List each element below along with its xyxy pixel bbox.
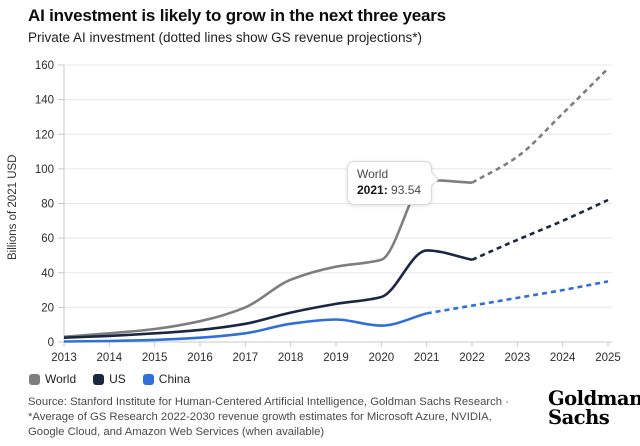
x-tick-label: 2014: [97, 352, 123, 364]
gridlines: [64, 64, 612, 343]
legend-swatch: [142, 373, 154, 385]
tooltip-year-label: 2021:: [357, 182, 388, 197]
legend-label: World: [45, 372, 77, 386]
x-tick-label: 2013: [51, 352, 77, 364]
chart-subtitle: Private AI investment (dotted lines show…: [28, 30, 422, 45]
world-actual-line: [63, 178, 473, 339]
legend-item-china[interactable]: China: [142, 372, 191, 386]
chart-legend: World US China: [29, 372, 190, 386]
y-tick-label: 160: [35, 60, 54, 72]
legend-item-us[interactable]: US: [93, 372, 126, 386]
y-tick-label: 100: [35, 164, 54, 176]
legend-item-world[interactable]: World: [29, 372, 76, 386]
y-axis: 0 20 40 60 80 100 120 140 160: [35, 60, 65, 349]
legend-label: US: [109, 372, 126, 386]
us-projection-line: [471, 198, 609, 261]
x-tick-label: 2021: [414, 352, 440, 364]
y-tick-label: 60: [41, 233, 54, 245]
source-line: Source: Stanford Institute for Human-Cen…: [28, 396, 509, 408]
legend-swatch: [29, 373, 40, 385]
x-axis: 2013 2014 2015 2016 2017 2018 2019 2020 2021 2022…: [51, 342, 621, 364]
logo-line: Goldman: [548, 387, 640, 410]
y-tick-label: 40: [41, 268, 54, 280]
source-line: *Average of GS Research 2022-2030 revenu…: [28, 411, 492, 424]
chart-tooltip: World 2021: 93.54: [347, 161, 439, 206]
x-tick-label: 2019: [323, 352, 349, 364]
y-tick-label: 140: [35, 95, 54, 107]
x-tick-label: 2016: [187, 352, 213, 364]
source-line: Google Cloud, and Amazon Web Services (w…: [28, 426, 325, 439]
x-tick-label: 2025: [595, 352, 621, 364]
y-tick-label: 0: [48, 337, 54, 349]
x-tick-label: 2022: [459, 352, 485, 364]
x-tick-label: 2018: [278, 352, 304, 364]
china-actual-line: [63, 312, 428, 343]
goldman-sachs-logo: Goldman Sachs: [548, 387, 640, 430]
legend-swatch: [93, 373, 105, 385]
tooltip-series-label: World: [357, 167, 389, 181]
page-title: AI investment is likely to grow in the n…: [28, 6, 446, 25]
china-projection-line: [426, 280, 609, 315]
tooltip-value-row: 2021: 93.54: [357, 183, 421, 199]
logo-line: Sachs: [548, 406, 610, 430]
world-projection-line: [471, 67, 609, 184]
x-tick-label: 2024: [550, 352, 576, 364]
y-tick-label: 120: [35, 129, 54, 141]
x-tick-label: 2017: [233, 352, 259, 364]
source-note: Source: Stanford Institute for Human-Cen…: [28, 395, 509, 440]
legend-label: China: [158, 372, 191, 386]
x-tick-label: 2023: [505, 352, 531, 364]
x-tick-label: 2015: [142, 352, 168, 364]
y-tick-label: 20: [41, 302, 54, 314]
y-tick-label: 80: [41, 199, 54, 211]
us-actual-line: [63, 249, 473, 339]
tooltip-value: 93.54: [391, 182, 422, 197]
x-tick-label: 2020: [369, 352, 395, 364]
